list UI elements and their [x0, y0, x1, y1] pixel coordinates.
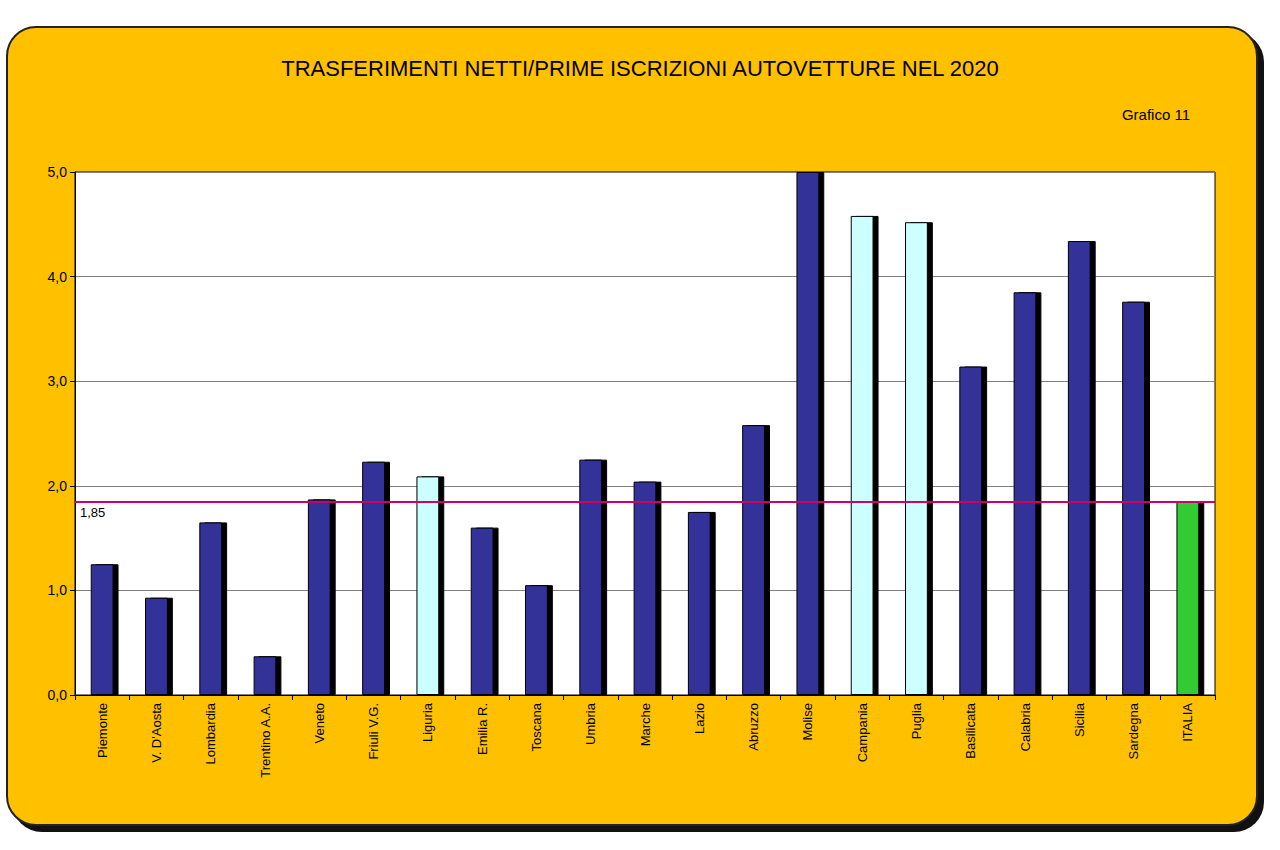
svg-text:Basilicata: Basilicata	[963, 702, 978, 758]
svg-text:Sicilia: Sicilia	[1072, 702, 1087, 737]
svg-text:4,0: 4,0	[48, 269, 68, 285]
svg-text:2,0: 2,0	[48, 478, 68, 494]
svg-text:Lombardia: Lombardia	[203, 702, 218, 764]
svg-text:1,85: 1,85	[80, 505, 105, 520]
svg-text:5,0: 5,0	[48, 164, 68, 180]
svg-text:Toscana: Toscana	[529, 702, 544, 751]
svg-text:3,0: 3,0	[48, 373, 68, 389]
svg-text:Piemonte: Piemonte	[95, 703, 110, 758]
svg-text:Lazio: Lazio	[692, 703, 707, 734]
svg-text:TRASFERIMENTI NETTI/PRIME ISCR: TRASFERIMENTI NETTI/PRIME ISCRIZIONI AUT…	[281, 56, 999, 81]
svg-text:Liguria: Liguria	[420, 702, 435, 742]
svg-text:Grafico 11: Grafico 11	[1122, 106, 1190, 123]
svg-text:Sardegna: Sardegna	[1126, 702, 1141, 759]
svg-text:Campania: Campania	[855, 702, 870, 762]
svg-text:Emilia R.: Emilia R.	[475, 703, 490, 755]
svg-text:Umbria: Umbria	[583, 702, 598, 745]
svg-text:Trentino A.A.: Trentino A.A.	[258, 703, 273, 778]
svg-text:Molise: Molise	[800, 703, 815, 741]
svg-text:Calabria: Calabria	[1018, 702, 1033, 751]
svg-text:Marche: Marche	[638, 703, 653, 746]
svg-text:Veneto: Veneto	[312, 703, 327, 744]
svg-text:0,0: 0,0	[48, 687, 68, 703]
svg-text:V. D'Aosta: V. D'Aosta	[149, 702, 164, 763]
svg-text:Abruzzo: Abruzzo	[746, 703, 761, 751]
svg-text:1,0: 1,0	[48, 582, 68, 598]
svg-text:ITALIA: ITALIA	[1180, 703, 1195, 742]
svg-text:Puglia: Puglia	[909, 702, 924, 739]
svg-text:Friuli V.G.: Friuli V.G.	[366, 703, 381, 760]
